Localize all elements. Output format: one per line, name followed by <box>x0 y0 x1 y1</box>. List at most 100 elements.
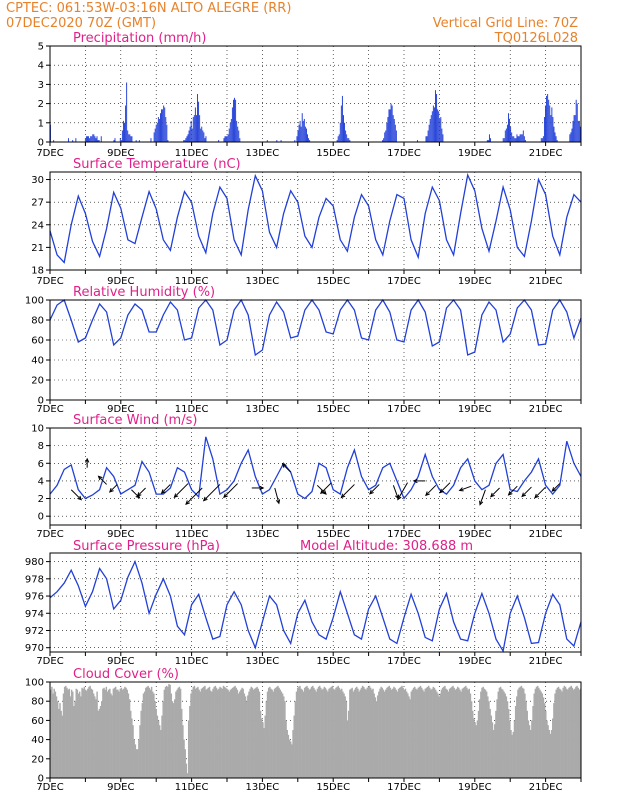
temperature-ytick-label: 21 <box>31 243 44 254</box>
cloud-bar <box>187 720 190 778</box>
cloud-bar <box>575 686 577 778</box>
precip-bar <box>84 138 86 142</box>
precip-bar <box>190 120 192 142</box>
precip-bar <box>549 105 551 142</box>
cloud-bar <box>423 691 425 778</box>
cloud-bar <box>120 687 123 778</box>
cloud-bar <box>92 693 95 778</box>
cloud-bar <box>388 685 391 778</box>
cloud-ytick-label: 0 <box>38 774 44 785</box>
cloud-bar <box>517 689 519 778</box>
precip-bar <box>524 140 526 142</box>
cloud-bar <box>206 688 208 778</box>
cloud-bar <box>124 686 126 778</box>
cloud-bar <box>223 686 226 778</box>
wind-arrow-shaft <box>534 486 546 499</box>
precip-bar <box>200 128 202 142</box>
cloud-bar <box>455 688 458 778</box>
cloud-bar <box>532 706 534 778</box>
cloud-ytick-label: 100 <box>25 678 44 689</box>
precip-bar <box>541 138 543 142</box>
cloud-bar <box>372 688 374 778</box>
cloud-bar <box>205 689 207 778</box>
cloud-panel: 0 20 40 60 80 100 7DEC 9DEC 11DEC 13DEC 15DEC 17DEC… <box>25 667 582 793</box>
pressure-xtick-label: 19DEC <box>458 656 492 667</box>
temperature-xtick-label: 19DEC <box>458 276 492 287</box>
precip-bar <box>218 140 220 142</box>
cloud-bar <box>225 687 227 778</box>
cloud-bar <box>567 689 569 778</box>
wind-arrow-shaft <box>223 483 238 498</box>
precip-bar <box>193 115 195 142</box>
cloud-bar <box>351 687 353 778</box>
cloud-bar <box>117 689 119 778</box>
precip-bar <box>164 107 166 142</box>
cloud-bar <box>345 701 348 778</box>
precip-bar <box>516 134 518 142</box>
precip-bar <box>239 138 241 142</box>
cloud-bar <box>529 730 532 778</box>
cloud-bar <box>443 686 445 778</box>
precip-bar <box>440 117 442 142</box>
precip-bar <box>510 126 512 142</box>
cloud-bar <box>164 686 167 778</box>
cloud-bar <box>570 685 573 778</box>
cloud-bar <box>433 687 436 778</box>
cloud-bar <box>518 687 520 778</box>
cloud-bar <box>329 687 331 778</box>
cloud-bar <box>182 725 184 778</box>
precip-bar <box>67 138 69 142</box>
precip-bar <box>430 115 432 142</box>
wind-arrow-shaft <box>70 489 82 501</box>
cloud-bar <box>395 689 397 778</box>
cloud-bar <box>119 688 122 778</box>
wind-arrow-shaft <box>521 486 532 497</box>
precip-bar <box>301 113 303 142</box>
cloud-bar <box>571 687 574 778</box>
wind-arrow <box>534 486 546 499</box>
wind-arrow-head <box>439 488 444 494</box>
precip-bar <box>552 117 554 142</box>
cloud-bar <box>204 685 206 778</box>
cloud-bar <box>534 688 537 778</box>
precip-bar <box>94 136 96 142</box>
humidity-xtick-label: 11DEC <box>175 404 209 415</box>
precip-xtick-label: 19DEC <box>458 148 492 159</box>
pressure-xtick-label: 15DEC <box>316 656 350 667</box>
cloud-bar <box>273 688 276 778</box>
cloud-bar <box>50 689 52 778</box>
cloud-xtick-label: 11DEC <box>175 782 209 793</box>
precip-bar <box>388 109 390 142</box>
precip-bar <box>429 118 431 142</box>
cloud-bar <box>563 685 566 778</box>
cloud-bar <box>410 691 413 778</box>
cloud-bar <box>242 688 244 778</box>
cloud-bar <box>146 686 148 778</box>
cloud-bar <box>127 693 130 778</box>
cloud-bar <box>404 688 407 778</box>
cloud-bar <box>274 687 277 778</box>
precip-bar <box>197 94 198 142</box>
cloud-bar <box>489 708 491 778</box>
precip-bar <box>129 134 131 142</box>
cloud-bar <box>427 685 430 778</box>
pressure-frame <box>49 552 582 653</box>
cloud-bar <box>325 689 328 778</box>
cloud-bar <box>87 688 89 778</box>
precip-bar <box>113 140 115 142</box>
cloud-bar <box>429 687 431 778</box>
precip-bar <box>307 134 308 142</box>
cloud-bar <box>494 724 496 778</box>
precip-bar <box>519 134 521 142</box>
precip-bar <box>551 107 553 142</box>
cloud-bar <box>484 689 487 778</box>
humidity-xtick-label: 19DEC <box>458 404 492 415</box>
cloud-bar <box>190 693 192 778</box>
wind-arrow-shaft <box>397 482 408 500</box>
wind-arrow-head <box>322 490 327 495</box>
wind-arrow-head <box>479 500 484 506</box>
precip-bar <box>201 126 203 142</box>
temperature-xtick-label: 7DEC <box>36 276 63 287</box>
cloud-bar <box>254 688 256 778</box>
cloud-bar <box>331 685 334 778</box>
